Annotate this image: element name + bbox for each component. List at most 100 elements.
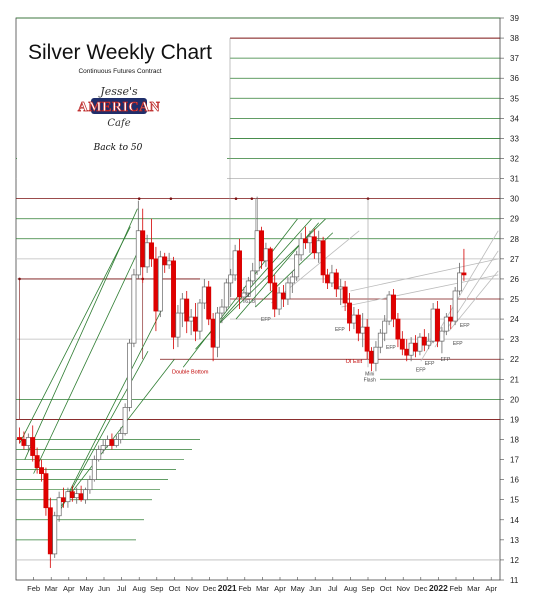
channel-line-0: [57, 358, 175, 510]
candle-body-44: [210, 318, 216, 348]
x-tick-15: May: [291, 584, 305, 593]
candle-55: [259, 226, 264, 269]
y-tick-18: 18: [510, 436, 519, 445]
candle-body-31: [153, 258, 159, 312]
candle-body-29: [144, 242, 150, 268]
chart-title: Silver Weekly Chart: [28, 41, 212, 64]
candle-body-6: [43, 473, 49, 509]
candle-body-62: [289, 276, 295, 284]
logo-middle-text: AMERICAN: [78, 100, 161, 115]
candle-71: [329, 264, 335, 287]
candle-100: [457, 262, 462, 295]
header-panel: Silver Weekly Chart Continuous Futures C…: [17, 21, 227, 189]
candle-body-36: [175, 312, 181, 338]
candle-body-83: [382, 320, 388, 334]
y-tick-24: 24: [510, 315, 519, 324]
candle-59: [276, 286, 282, 316]
candle-body-73: [338, 286, 344, 290]
annotation-8: EFP: [386, 345, 396, 351]
candle-1: [21, 431, 27, 450]
candle-body-72: [333, 272, 339, 290]
candle-body-34: [166, 260, 172, 266]
candle-93: [426, 333, 432, 350]
candle-7: [47, 497, 53, 568]
candle-body-39: [188, 316, 194, 322]
candle-body-43: [206, 286, 212, 320]
candle-90: [413, 335, 418, 358]
logo-top-text: Jesse's: [98, 85, 138, 98]
candle-46: [219, 299, 225, 324]
y-tick-29: 29: [510, 215, 519, 224]
x-tick-16: Jun: [309, 584, 321, 593]
candle-body-94: [430, 308, 436, 342]
x-tick-11: 2021: [218, 583, 237, 593]
candle-56: [263, 242, 269, 267]
candle-57: [267, 246, 273, 291]
annotation-9: EFP: [416, 367, 426, 373]
candle-64: [298, 232, 304, 261]
y-tick-39: 39: [510, 14, 519, 23]
y-tick-20: 20: [510, 395, 519, 404]
candle-47: [223, 278, 229, 312]
x-tick-19: Sep: [361, 584, 374, 593]
x-tick-7: Sep: [150, 584, 163, 593]
x-tick-2: Apr: [63, 584, 75, 593]
candle-body-50: [237, 250, 242, 298]
candle-21: [109, 433, 115, 450]
candle-body-70: [325, 274, 330, 284]
candle-44: [210, 313, 216, 362]
candle-body-25: [127, 342, 132, 408]
x-tick-21: Nov: [397, 584, 411, 593]
candles: [17, 196, 467, 568]
candle-body-98: [448, 316, 454, 322]
candle-9: [56, 491, 62, 522]
y-tick-11: 11: [510, 576, 519, 585]
candle-body-42: [201, 286, 207, 304]
candle-94: [430, 303, 436, 344]
candle-body-82: [377, 332, 383, 348]
candle-70: [325, 268, 330, 289]
y-tick-27: 27: [510, 255, 519, 264]
candle-23: [118, 427, 124, 444]
candle-89: [408, 337, 414, 362]
x-tick-14: Apr: [274, 584, 286, 593]
candle-body-10: [61, 497, 66, 503]
candle-52: [245, 276, 251, 297]
logo-banner: [91, 98, 147, 114]
candle-41: [197, 299, 203, 340]
candle-25: [127, 339, 132, 412]
candle-78: [360, 313, 366, 348]
candle-body-16: [87, 479, 93, 491]
x-tick-8: Oct: [169, 584, 182, 593]
candle-body-99: [452, 290, 458, 322]
candle-74: [342, 280, 348, 312]
candle-32: [157, 250, 163, 318]
candle-80: [369, 347, 374, 372]
candle-body-15: [83, 489, 88, 501]
candle-body-14: [78, 493, 84, 501]
channel-line-4: [33, 248, 140, 474]
candle-body-53: [250, 270, 256, 282]
candle-73: [338, 278, 344, 306]
y-tick-15: 15: [510, 496, 519, 505]
candle-body-65: [303, 238, 308, 244]
candle-body-85: [391, 294, 396, 320]
candle-53: [250, 262, 256, 285]
candle-67: [311, 228, 317, 259]
candle-body-0: [17, 437, 22, 440]
candle-58: [272, 274, 278, 318]
candle-body-96: [439, 330, 445, 342]
candle-body-46: [219, 306, 225, 314]
candle-69: [320, 236, 326, 283]
annotation-11: EFP: [441, 357, 451, 363]
x-tick-3: May: [79, 584, 93, 593]
x-tick-5: Jul: [117, 584, 127, 593]
candle-body-59: [276, 292, 282, 310]
candle-4: [34, 447, 40, 474]
candle-5: [39, 459, 44, 482]
y-tick-34: 34: [510, 114, 519, 123]
candle-22: [113, 435, 119, 448]
annotation-6: Flash: [364, 377, 376, 383]
y-tick-17: 17: [510, 456, 519, 465]
candle-19: [100, 439, 106, 454]
